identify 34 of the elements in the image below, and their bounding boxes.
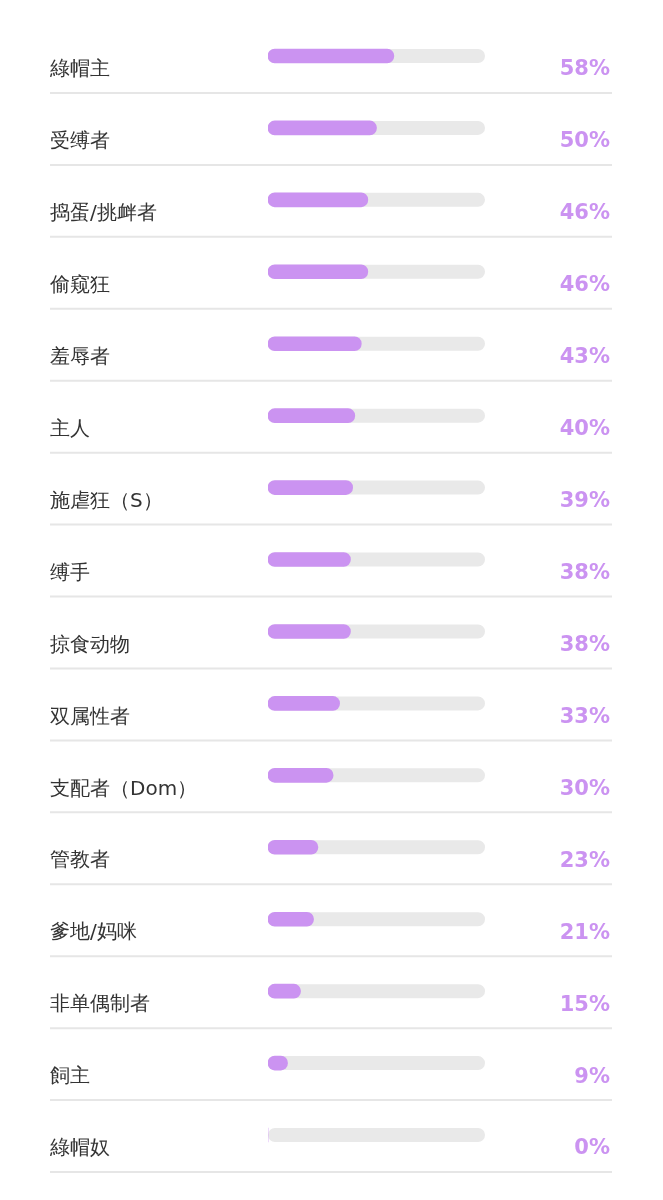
data-label: 39% [559,488,610,513]
y-tick-label: 支配者（Dom） [50,775,198,800]
y-tick-label: 偷窥狂 [50,271,110,296]
data-label: 30% [559,775,610,800]
data-label: 58% [559,56,610,81]
y-tick-label: 飼主 [50,1063,90,1088]
y-tick-label: 捣蛋/挑衅者 [50,200,157,225]
y-tick-label: 缚手 [50,559,90,584]
data-label: 50% [559,128,610,153]
y-tick-label: 受缚者 [50,128,110,153]
y-tick-label: 非单偶制者 [50,991,150,1016]
bar [268,911,314,927]
data-label: 0% [574,1135,610,1160]
y-tick-label: 綠帽奴 [49,1135,110,1160]
data-label: 15% [559,991,610,1016]
y-tick-label: 爹地/妈咪 [50,919,137,944]
data-label: 38% [559,559,610,584]
data-label: 33% [559,703,610,728]
y-tick-label: 主人 [50,415,90,440]
data-label: 23% [559,847,610,872]
data-label: 43% [559,344,610,369]
y-tick-label: 羞辱者 [50,343,110,368]
bar [268,839,319,855]
y-tick-label: 掠食动物 [50,631,130,656]
data-label: 46% [559,272,610,297]
y-tick-label: 管教者 [50,847,110,872]
y-tick-label: 綠帽主 [49,56,110,81]
data-label: 46% [559,200,610,225]
y-tick-label: 施虐狂（S） [50,487,163,512]
data-label: 21% [559,919,610,944]
data-label: 9% [574,1063,610,1088]
data-label: 38% [559,631,610,656]
y-tick-label: 双属性者 [50,703,130,728]
data-label: 40% [559,416,610,441]
